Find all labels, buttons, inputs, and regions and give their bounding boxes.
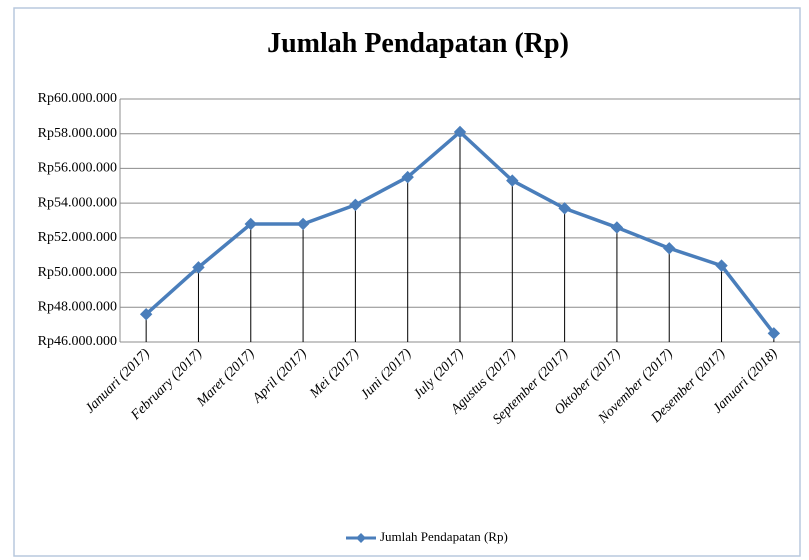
- y-tick-label: Rp58.000.000: [38, 126, 117, 141]
- legend-label: Jumlah Pendapatan (Rp): [380, 529, 508, 544]
- marker: [506, 174, 519, 187]
- marker: [610, 221, 624, 234]
- y-tick-label: Rp52.000.000: [38, 230, 117, 245]
- chart-title: Jumlah Pendapatan (Rp): [267, 28, 569, 59]
- y-tick-label: Rp50.000.000: [38, 265, 117, 280]
- chart-frame: [13, 7, 801, 557]
- legend-marker: [356, 533, 366, 543]
- marker: [296, 217, 310, 231]
- y-tick-label: Rp54.000.000: [38, 195, 117, 210]
- marker: [453, 125, 467, 139]
- marker: [558, 202, 571, 215]
- marker: [192, 261, 205, 274]
- y-tick-label: Rp46.000.000: [38, 334, 117, 349]
- y-tick-label: Rp60.000.000: [38, 91, 117, 106]
- y-tick-label: Rp56.000.000: [38, 161, 117, 176]
- marker: [139, 308, 153, 321]
- marker: [401, 170, 414, 184]
- y-tick-label: Rp48.000.000: [38, 300, 117, 315]
- marker: [715, 259, 728, 272]
- marker: [244, 217, 257, 231]
- marker: [767, 327, 781, 340]
- marker: [663, 242, 676, 255]
- marker: [349, 198, 362, 212]
